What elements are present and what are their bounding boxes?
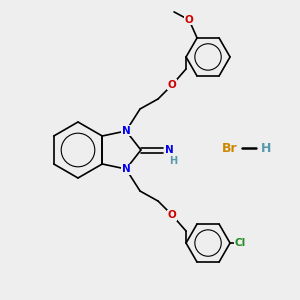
- Text: Br: Br: [222, 142, 238, 154]
- Text: Cl: Cl: [234, 238, 246, 248]
- Text: N: N: [122, 164, 130, 174]
- Text: N: N: [164, 145, 173, 155]
- Text: O: O: [168, 210, 176, 220]
- Text: H: H: [261, 142, 271, 154]
- Text: N: N: [122, 126, 130, 136]
- Text: H: H: [169, 156, 177, 166]
- Text: O: O: [168, 80, 176, 90]
- Text: O: O: [185, 15, 194, 25]
